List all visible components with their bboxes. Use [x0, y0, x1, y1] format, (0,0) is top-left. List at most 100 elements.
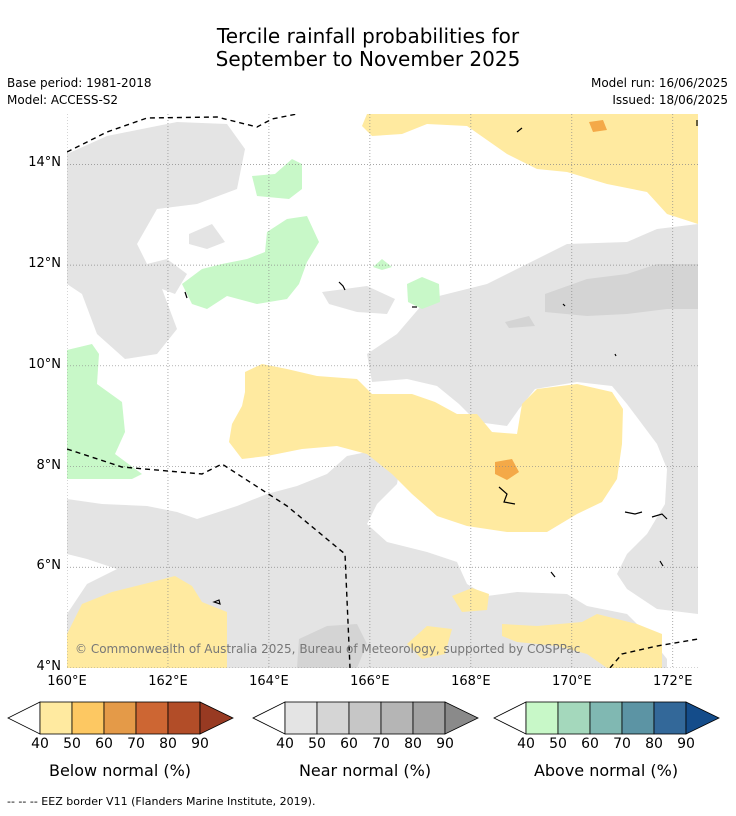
- islands: [184, 120, 698, 605]
- lat-tick-label: 10°N: [28, 356, 61, 372]
- copyright-text: © Commonwealth of Australia 2025, Bureau…: [75, 642, 580, 656]
- colorbar-tick-label: 40: [517, 736, 535, 752]
- colorbar-tick-label: 80: [159, 736, 177, 752]
- map-title-line-2: September to November 2025: [215, 47, 521, 71]
- lon-tick-label: 172°E: [652, 674, 693, 689]
- island-10: [184, 291, 188, 299]
- lat-tick-label: 14°N: [28, 155, 61, 171]
- colorbar-left-arrow: [493, 701, 527, 735]
- island-3: [498, 486, 516, 505]
- colorbar-right-arrow: [444, 701, 479, 735]
- lat-tick-label: 4°N: [36, 659, 62, 674]
- lat-tick-label: 12°N: [28, 256, 61, 272]
- below-normal-spot-north: [589, 120, 607, 132]
- colorbar-title: Near normal (%): [298, 761, 432, 780]
- colorbar-tick-label: 90: [436, 736, 454, 752]
- colorbar-left-arrow: [252, 701, 286, 735]
- island-1: [516, 127, 523, 133]
- model-name: Model: ACCESS-S2: [7, 93, 119, 107]
- island-12: [614, 353, 617, 357]
- colorbar-tick-label: 40: [276, 736, 294, 752]
- colorbar-swatch: [284, 701, 318, 735]
- above-normal-area-tiny: [373, 259, 392, 270]
- colorbar-swatch: [316, 701, 350, 735]
- colorbar-swatch: [525, 701, 559, 735]
- colorbar-swatch: [589, 701, 623, 735]
- colorbar-swatch: [167, 701, 201, 735]
- above-normal-area-small-e: [407, 277, 440, 309]
- colorbar-tick-label: 50: [549, 736, 567, 752]
- colorbar-swatch: [557, 701, 591, 735]
- map-title-line-1: Tercile rainfall probabilities for: [216, 24, 520, 48]
- above-normal-area-small-n: [252, 159, 302, 199]
- colorbar-swatch: [653, 701, 687, 735]
- colorbar-swatch: [39, 701, 73, 735]
- meta-left: Base period: 1981-2018 Model: ACCESS-S2: [7, 75, 152, 109]
- island-9: [338, 281, 346, 291]
- below-normal-area-north: [362, 114, 698, 224]
- meta-right: Model run: 16/06/2025 Issued: 18/06/2025: [591, 75, 728, 109]
- lon-tick-label: 160°E: [47, 674, 87, 689]
- colorbar-swatch: [135, 701, 169, 735]
- colorbar-tick-label: 80: [404, 736, 422, 752]
- near-normal-area-small-1: [189, 224, 225, 249]
- rainfall-map: © Commonwealth of Australia 2025, Bureau…: [67, 114, 698, 668]
- eez-footnote: -- -- -- EEZ border V11 (Flanders Marine…: [7, 795, 316, 808]
- colorbar-tick-label: 80: [645, 736, 663, 752]
- near-normal-area-east: [367, 224, 698, 614]
- island-6: [550, 571, 556, 578]
- gridlines: [67, 114, 698, 668]
- island-8: [212, 599, 221, 605]
- issued-date: Issued: 18/06/2025: [612, 93, 728, 107]
- lon-tick-label: 162°E: [148, 674, 188, 689]
- colorbar-legends: [7, 701, 720, 735]
- near-normal-area-east-dark: [545, 264, 698, 316]
- colorbar-tick-label: 90: [677, 736, 695, 752]
- island-5: [651, 513, 668, 520]
- colorbar-tick-label: 70: [127, 736, 145, 752]
- colorbar-left-arrow: [7, 701, 41, 735]
- island-7: [659, 560, 664, 567]
- colorbar-tick-label: 70: [613, 736, 631, 752]
- near-normal-area-small-2: [322, 286, 395, 314]
- model-run: Model run: 16/06/2025: [590, 76, 728, 90]
- below-normal-area-small-s2: [407, 626, 452, 659]
- above-normal-area-west: [67, 344, 142, 479]
- colorbar-tick-label: 40: [31, 736, 49, 752]
- colorbar-right-arrow: [199, 701, 234, 735]
- colorbar-title: Above normal (%): [533, 761, 679, 780]
- below-normal-area-central: [229, 364, 623, 532]
- eez-border-west: [67, 448, 351, 668]
- below-normal-spot-central: [495, 459, 519, 480]
- colorbar-swatch: [348, 701, 382, 735]
- lon-tick-label: 170°E: [552, 674, 592, 689]
- colorbar-tick-label: 50: [308, 736, 326, 752]
- near-normal-area-nw: [67, 122, 245, 359]
- lat-tick-label: 6°N: [36, 558, 62, 574]
- colorbar-swatch: [71, 701, 105, 735]
- colorbar-tick-label: 60: [581, 736, 599, 752]
- colorbar-swatch: [103, 701, 137, 735]
- lon-tick-label: 166°E: [350, 674, 390, 689]
- colorbar-swatch: [380, 701, 414, 735]
- lat-tick-label: 8°N: [36, 457, 62, 473]
- colorbar-swatch: [621, 701, 655, 735]
- lon-tick-label: 164°E: [249, 674, 289, 689]
- above-normal-area-mid: [182, 216, 319, 309]
- colorbar-title: Below normal (%): [48, 761, 192, 780]
- colorbar-tick-label: 60: [340, 736, 358, 752]
- colorbar-tick-label: 50: [63, 736, 81, 752]
- lon-tick-label: 168°E: [451, 674, 491, 689]
- above-normal-areas: [67, 159, 440, 479]
- below-normal-area-sw: [67, 576, 227, 668]
- colorbar-tick-label: 60: [95, 736, 113, 752]
- eez-border-se: [609, 638, 698, 668]
- colorbar-right-arrow: [685, 701, 720, 735]
- near-normal-area-east-dark-2: [505, 316, 535, 328]
- island-4: [624, 511, 643, 515]
- colorbar-tick-label: 90: [191, 736, 209, 752]
- colorbar-swatch: [412, 701, 446, 735]
- island-13: [562, 303, 566, 307]
- eez-borders: [67, 114, 698, 668]
- base-period: Base period: 1981-2018: [7, 76, 152, 90]
